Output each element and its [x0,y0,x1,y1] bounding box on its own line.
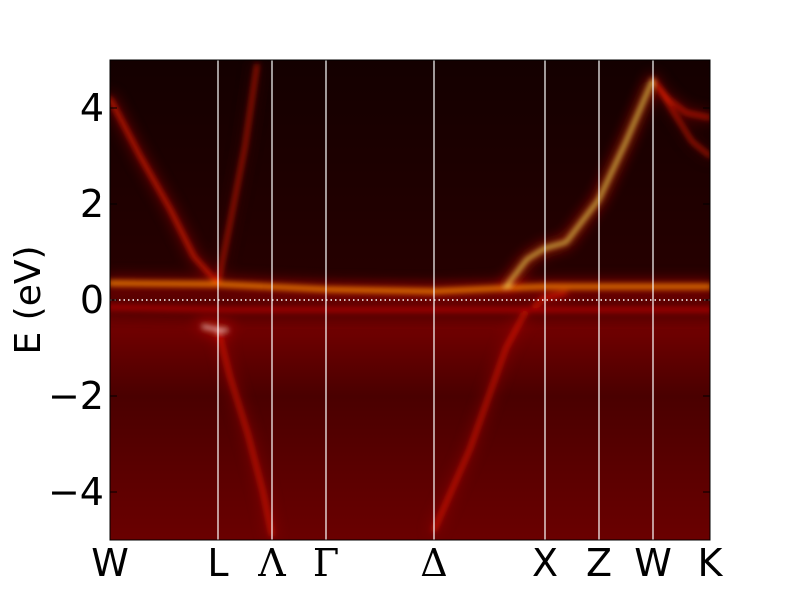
band-6 [651,78,710,119]
x-tick-label-7: W [634,541,672,585]
band-3 [216,327,274,537]
plot-area [110,60,710,540]
y-axis-title: E (eV) [8,245,49,354]
band-5 [216,63,259,285]
band-4 [110,96,220,285]
y-tick-label-3: −2 [48,374,104,418]
y-tick-label-2: 0 [80,278,104,322]
y-tick-label-0: 4 [80,86,104,130]
x-tick-label-3: Γ [313,541,339,585]
band-9 [110,304,710,313]
x-tick-label-5: X [532,541,558,585]
y-ticks: 4 2 0 −2 −4 [48,86,710,514]
x-tick-label-4: Δ [420,541,447,585]
band-2 [432,291,568,532]
bands-layer [110,63,710,537]
x-tick-label-6: Z [586,541,612,585]
y-tick-label-4: −4 [48,470,104,514]
x-tick-label-8: K [698,541,724,585]
band-1 [504,77,655,289]
y-tick-label-1: 2 [80,182,104,226]
x-tick-label-0: W [91,541,129,585]
band-7 [651,78,710,158]
x-tick-label-2: Λ [257,541,286,585]
x-tick-label-1: L [207,541,228,585]
